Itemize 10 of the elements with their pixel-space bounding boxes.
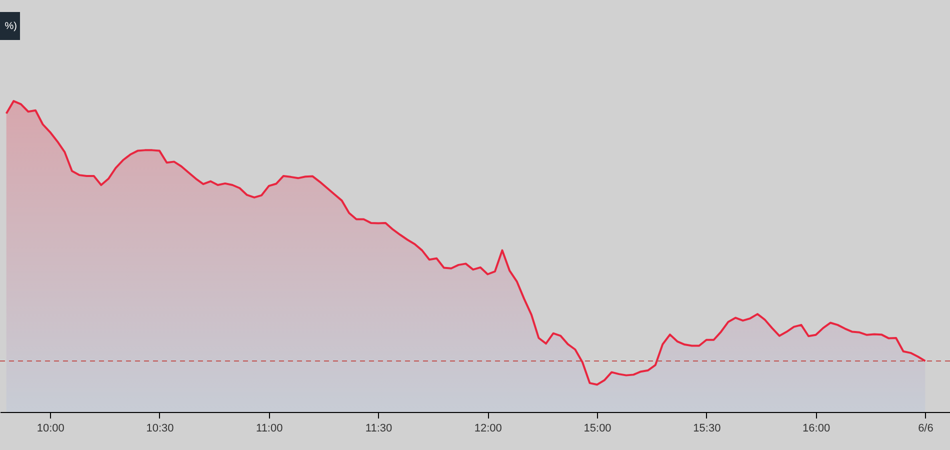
x-tick-label: 11:00: [256, 422, 283, 434]
x-tick-label: 10:00: [36, 422, 64, 434]
x-tick-label: 16:00: [802, 422, 830, 434]
x-tick-label: 15:00: [584, 422, 612, 434]
x-tick-label: 6/6: [918, 422, 934, 434]
text: %): [4, 21, 17, 32]
x-tick-label: 12:00: [474, 422, 502, 434]
x-tick-label: 11:30: [365, 422, 392, 434]
x-tick-label: 15:30: [693, 422, 721, 434]
x-tick-label: 10:30: [146, 422, 174, 434]
